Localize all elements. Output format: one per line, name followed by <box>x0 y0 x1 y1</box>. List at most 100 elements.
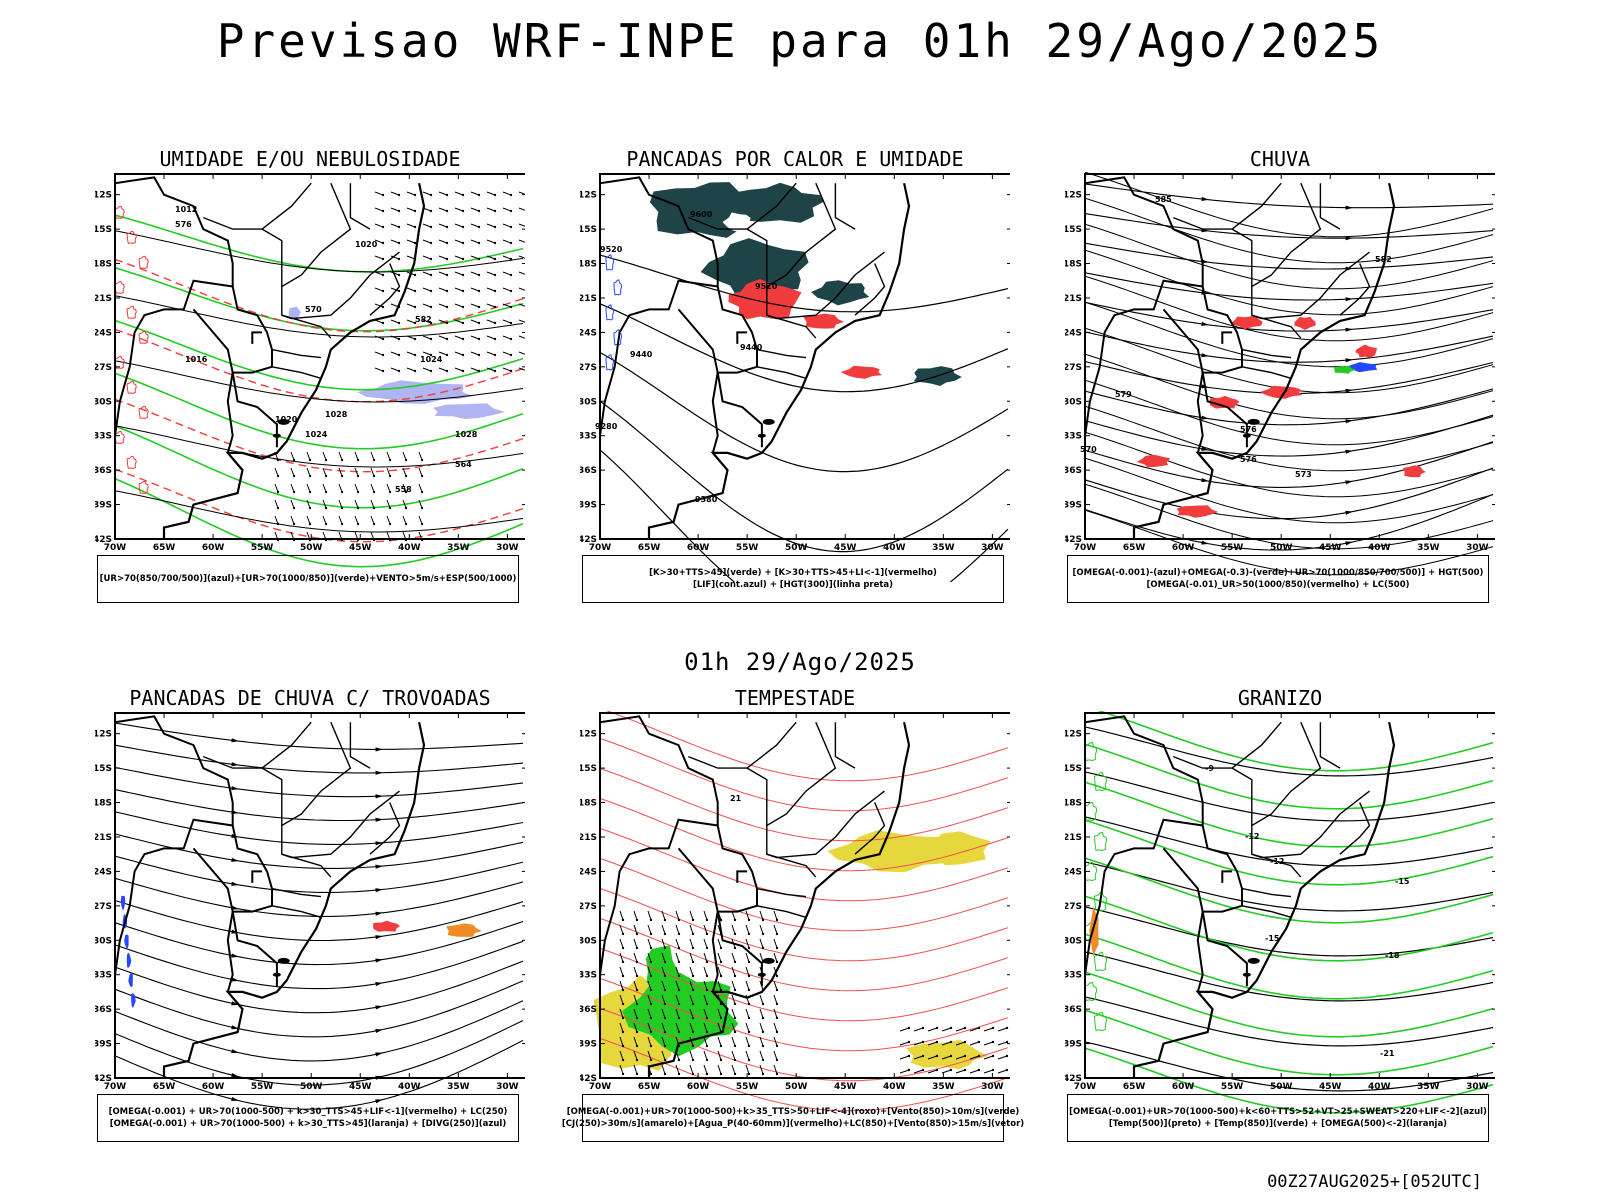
wind-arrow <box>675 924 680 935</box>
wind-arrow <box>406 255 416 260</box>
contour-label: 9440 <box>630 350 653 359</box>
wind-arrow-head <box>324 458 328 462</box>
wind-arrow-head <box>461 209 465 213</box>
temp850-contour <box>1084 819 1494 886</box>
wind-arrow-head <box>733 988 737 992</box>
coastline <box>162 721 426 1078</box>
lon-label: 50W <box>785 543 808 553</box>
panel-trovoadas: PANCADAS DE CHUVA C/ TROVOADAS 12S 15S 18S… <box>95 686 525 1156</box>
lat-label: 12S <box>580 730 597 740</box>
wind-arrow <box>717 1022 722 1033</box>
wind-arrow-head <box>404 522 408 526</box>
streamline-arrow <box>231 977 239 982</box>
lat-label: 30S <box>580 397 597 407</box>
wind-arrow <box>486 207 496 212</box>
page-title: Previsao WRF-INPE para 01h 29/Ago/2025 <box>216 14 1384 68</box>
lc850-red-contour <box>599 767 1009 842</box>
wind-arrow <box>390 367 400 372</box>
wind-arrow <box>486 255 496 260</box>
wind-arrow <box>390 191 400 196</box>
map-umidade: 1012 1016 1020 1024 1028 1020 1024 1028 576 570 58… <box>95 173 525 568</box>
lc850-red-contour <box>599 887 1009 962</box>
wind-arrow-head <box>493 209 497 213</box>
lat-label: 39S <box>1065 1040 1082 1050</box>
wind-arrow-head <box>420 474 424 478</box>
wind-arrow <box>703 980 708 991</box>
wind-arrow-head <box>649 988 653 992</box>
streamline <box>1084 183 1494 209</box>
wind-arrow <box>502 239 512 244</box>
streamline <box>114 1020 524 1086</box>
border-line <box>599 715 758 889</box>
lon-label: 45W <box>834 1082 857 1092</box>
state-line <box>834 722 856 769</box>
wind-arrow <box>689 966 694 977</box>
thunder-orange-region <box>446 923 482 937</box>
legend-box: [K>30+TTS>45](verde) + [K>30+TTS>45+LI<-… <box>582 555 1004 603</box>
border-line <box>1084 818 1203 975</box>
contour-label: 1016 <box>185 355 208 364</box>
streamline-arrow <box>231 953 239 958</box>
wind-arrow <box>689 1050 694 1061</box>
streamline-arrow <box>231 857 239 862</box>
wind-arrow <box>647 966 652 977</box>
contour-label: 1024 <box>420 355 443 364</box>
wind-arrow-head <box>649 1058 653 1062</box>
humidity-green-contour <box>114 319 524 391</box>
wind-arrow <box>647 1050 652 1061</box>
wind-arrow-head <box>635 946 639 950</box>
border-line <box>736 331 748 344</box>
wind-arrow-head <box>991 1054 995 1058</box>
wind-arrow <box>290 483 295 493</box>
temp850-contour <box>1084 743 1494 810</box>
wind-arrow-head <box>420 458 424 462</box>
wind-arrow <box>518 223 525 227</box>
state-line <box>756 348 807 359</box>
wind-arrow-head <box>413 289 417 293</box>
omega-red-region <box>1176 505 1219 518</box>
lat-label: 33S <box>95 432 112 442</box>
wind-arrow-head <box>761 932 765 936</box>
wind-arrow <box>406 287 416 292</box>
contour-label: 576 <box>1240 455 1257 464</box>
wind-arrow-head <box>719 1058 723 1062</box>
streamline-arrow <box>375 935 383 940</box>
lat-label: 39S <box>1065 501 1082 511</box>
hgt300-contour <box>599 449 1009 582</box>
streamline-arrow <box>231 1096 239 1101</box>
lon-label: 45W <box>349 543 372 553</box>
wind-arrow-head <box>747 918 751 922</box>
wind-arrow <box>454 335 464 340</box>
thickness-contour <box>114 398 524 473</box>
wind-arrow <box>759 1064 764 1075</box>
wind-arrow-head <box>747 1016 751 1020</box>
wind-arrow-head <box>977 1026 981 1030</box>
state-line <box>756 887 807 898</box>
wind-arrow-head <box>719 946 723 950</box>
wind-arrow <box>759 1022 764 1033</box>
wind-arrow <box>406 351 416 356</box>
wind-arrow <box>502 191 512 196</box>
wind-arrow <box>406 303 416 308</box>
streamline-arrow <box>1345 480 1353 485</box>
wind-arrow <box>518 255 525 259</box>
wind-arrow <box>773 910 778 921</box>
wind-arrow-head <box>381 369 385 373</box>
wind-arrow <box>386 483 391 493</box>
wind-arrow <box>402 451 407 461</box>
hgt300-contour <box>599 351 1009 473</box>
wind-arrow-head <box>635 974 639 978</box>
wind-arrow <box>438 319 448 324</box>
streamline <box>1084 213 1494 239</box>
lat-label: 18S <box>1065 260 1082 270</box>
border-line <box>599 818 718 975</box>
streamline-arrow <box>1345 449 1353 454</box>
wind-arrow-head <box>949 1068 953 1072</box>
wind-arrow-head <box>691 918 695 922</box>
wind-arrow <box>322 451 327 461</box>
wind-arrow <box>438 287 448 292</box>
streamline <box>114 940 524 990</box>
lat-label: 27S <box>95 902 112 912</box>
wind-arrow <box>675 1064 680 1075</box>
lat-label: 12S <box>1065 191 1082 201</box>
